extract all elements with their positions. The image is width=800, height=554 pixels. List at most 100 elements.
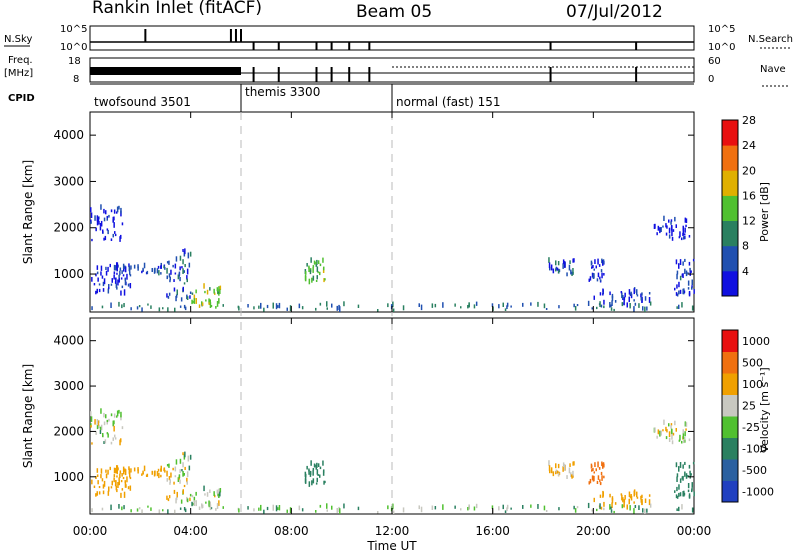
colorbar-swatch: [722, 480, 738, 503]
colorbar-label: 24: [742, 139, 756, 152]
echo-cell: [641, 296, 643, 303]
echo-cell: [129, 476, 132, 480]
echo-cell: [169, 482, 171, 485]
echo-cell: [163, 265, 165, 269]
echo-cell: [119, 470, 122, 474]
echo-cell: [599, 301, 601, 307]
echo-cell: [116, 465, 119, 471]
echo-cell: [166, 267, 168, 274]
echo-cell: [687, 489, 690, 493]
echo-cell: [530, 504, 532, 508]
echo-cell: [591, 475, 594, 481]
echo-cell: [107, 469, 109, 475]
echo-cell: [119, 236, 121, 242]
echo-cell: [286, 307, 288, 311]
echo-cell: [339, 508, 341, 514]
echo-cell: [101, 507, 104, 511]
echo-cell: [209, 302, 212, 308]
echo-cell: [636, 289, 638, 295]
echo-cell: [179, 255, 182, 261]
echo-cell: [127, 283, 130, 287]
colorbar-label: 28: [742, 114, 756, 127]
echo-cell: [573, 258, 575, 263]
echo-cell: [377, 511, 379, 514]
echo-cell: [610, 509, 613, 513]
echo-cell: [316, 275, 318, 280]
echo-cell: [97, 216, 100, 222]
echo-cell: [548, 262, 551, 269]
echo-cell: [557, 463, 560, 469]
colorbar-label: 1000: [742, 335, 770, 348]
echo-cell: [557, 269, 560, 274]
echo-cell: [160, 265, 162, 269]
echo-cell: [113, 209, 116, 214]
echo-cell: [129, 271, 131, 275]
echo-cell: [502, 302, 504, 307]
echo-cell: [91, 508, 93, 513]
echo-cell: [597, 272, 600, 278]
cpid-dividers: [240, 112, 393, 514]
echo-cell: [568, 467, 571, 474]
nsky-lo-label: 10^0: [60, 42, 87, 53]
echo-cell: [504, 308, 507, 311]
echo-cell: [108, 486, 110, 490]
echo-cell: [311, 277, 313, 283]
echo-cell: [116, 267, 118, 270]
echo-cell: [593, 497, 595, 503]
echo-cell: [118, 205, 120, 210]
echo-cell: [164, 267, 166, 270]
echo-cell: [209, 299, 211, 304]
colorbar-swatch: [722, 437, 738, 460]
echo-cell: [124, 266, 127, 273]
echo-cell: [113, 467, 116, 474]
echo-cell: [119, 267, 122, 271]
freq-lo-label: 8: [73, 74, 79, 85]
echo-cell: [614, 502, 617, 505]
echo-cell: [676, 293, 679, 297]
echo-cell: [657, 429, 660, 435]
echo-cell: [253, 306, 255, 310]
echo-cell: [104, 439, 107, 444]
echo-cell: [596, 508, 598, 512]
echo-cell: [205, 501, 207, 504]
echo-cell: [263, 307, 265, 312]
echo-cell: [671, 230, 673, 237]
echo-cell: [124, 277, 126, 281]
echo-cell: [591, 272, 594, 278]
echo-cell: [96, 474, 99, 477]
echo-cell: [610, 304, 612, 308]
echo-cell: [102, 484, 105, 489]
echo-cell: [498, 304, 500, 309]
echo-cell: [116, 470, 118, 473]
echo-cell: [597, 475, 600, 480]
echo-cell: [675, 224, 677, 228]
echo-cell: [182, 259, 184, 265]
echo-cell: [123, 491, 126, 495]
echo-cell: [684, 461, 686, 465]
echo-cell: [114, 483, 117, 487]
echo-cell: [315, 510, 317, 513]
echo-cell: [113, 264, 116, 271]
cpid-strip: twofsound 3501 themis 3300 normal (fast) 1…: [94, 84, 500, 112]
echo-cell: [590, 463, 593, 469]
echo-cell: [572, 461, 574, 466]
echo-cell: [109, 466, 111, 471]
echo-cell: [601, 258, 603, 264]
echo-cell: [106, 228, 109, 231]
echo-cell: [111, 278, 113, 283]
echo-cell: [603, 475, 605, 479]
echo-cell: [308, 470, 310, 475]
echo-cell: [609, 493, 611, 498]
echo-cell: [213, 491, 215, 496]
echo-cell: [181, 469, 183, 472]
echo-cell: [678, 290, 680, 295]
echo-cell: [117, 279, 119, 286]
echo-cell: [629, 303, 631, 309]
echo-cell: [676, 270, 679, 275]
echo-cell: [90, 207, 92, 213]
echo-cell: [671, 433, 673, 440]
echo-cell: [99, 223, 102, 227]
echo-cell: [116, 489, 118, 493]
echo-cell: [109, 263, 111, 268]
echo-cell: [555, 469, 558, 473]
